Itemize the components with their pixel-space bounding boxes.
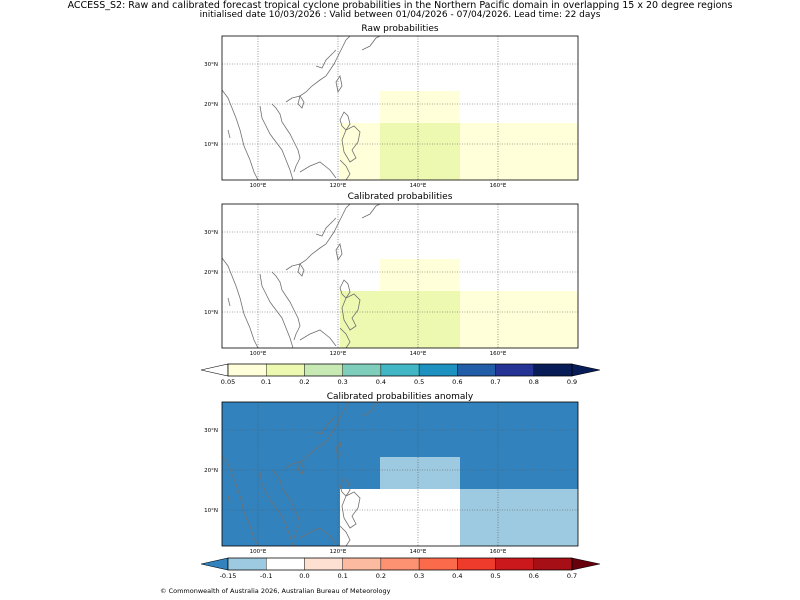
- prob-region: [380, 123, 460, 180]
- colorbar-label: 0.2: [376, 572, 386, 580]
- colorbar-over-arrow: [571, 557, 601, 571]
- lon-label: 100°E: [250, 183, 267, 189]
- coastline: [222, 204, 381, 348]
- lon-label: 100°E: [250, 549, 267, 555]
- colorbar-over-arrow: [571, 363, 601, 377]
- colorbar-label: 0.3: [414, 572, 424, 580]
- anomaly-colorbar: -0.15 -0.1 0.0 0.1 0.2 0.3 0.4 0.5 0.6 0.7: [200, 557, 601, 580]
- gridlines: [222, 204, 578, 348]
- lon-label: 140°E: [410, 549, 427, 555]
- colorbar-label: 0.05: [221, 378, 235, 386]
- prob-region: [460, 123, 578, 180]
- colorbar-cell: [418, 363, 458, 377]
- lat-label: 10°N: [204, 142, 218, 148]
- lon-label: 100°E: [250, 351, 267, 357]
- figure-title-line2: initialised date 10/03/2026 : Valid betw…: [199, 10, 601, 20]
- panel-title-raw: Raw probabilities: [361, 24, 439, 34]
- colorbar-cell: [533, 557, 573, 571]
- lat-label: 20°N: [204, 468, 218, 474]
- axis-labels-raw: 100°E 120°E 140°E 160°E 30°N 20°N 10°N: [204, 62, 507, 189]
- colorbar-label: 0.6: [452, 378, 462, 386]
- map-frame: [221, 35, 579, 181]
- prob-region: [380, 91, 460, 123]
- coastline: [222, 402, 381, 546]
- colorbar-cell: [342, 557, 382, 571]
- colorbar-label: 0.0: [299, 572, 309, 580]
- lon-label: 120°E: [330, 549, 347, 555]
- colorbar-cell: [304, 557, 343, 571]
- lat-label: 20°N: [204, 102, 218, 108]
- colorbar-label: 0.9: [567, 378, 577, 386]
- colorbar-cell: [495, 557, 534, 571]
- colorbar-label: 0.4: [376, 378, 386, 386]
- colorbar-label: 0.8: [529, 378, 539, 386]
- colorbar-cell: [533, 363, 573, 377]
- colorbar-cell: [227, 363, 267, 377]
- lat-label: 30°N: [204, 62, 218, 68]
- figure-title-line1: ACCESS_S2: Raw and calibrated forecast t…: [67, 0, 733, 11]
- colorbar-cell: [227, 557, 267, 571]
- colorbar-label: 0.3: [337, 378, 347, 386]
- colorbar-cell: [266, 557, 305, 571]
- colorbar-label: 0.1: [261, 378, 271, 386]
- lat-label: 20°N: [204, 270, 218, 276]
- copyright-footer: © Commonwealth of Australia 2026, Austra…: [160, 587, 391, 595]
- panel-title-anomaly: Calibrated probabilities anomaly: [326, 392, 474, 402]
- anomaly-map: [221, 401, 579, 547]
- colorbar-cell: [457, 557, 496, 571]
- lon-label: 140°E: [410, 183, 427, 189]
- colorbar-cell: [418, 557, 458, 571]
- lat-label: 30°N: [204, 428, 218, 434]
- colorbar-label: 0.5: [414, 378, 424, 386]
- colorbar-cell: [495, 363, 534, 377]
- probability-colorbar: 0.05 0.1 0.2 0.3 0.4 0.5 0.6 0.7 0.8 0.9: [200, 363, 601, 386]
- map-frame: [221, 203, 579, 349]
- colorbar-cell: [380, 557, 420, 571]
- colorbar-label: 0.7: [490, 378, 500, 386]
- lon-label: 160°E: [490, 549, 507, 555]
- lon-label: 140°E: [410, 351, 427, 357]
- colorbar-label: -0.15: [220, 572, 237, 580]
- colorbar-cell: [304, 363, 343, 377]
- map-frame: [221, 401, 579, 547]
- lat-label: 10°N: [204, 508, 218, 514]
- lat-label: 30°N: [204, 230, 218, 236]
- anom-region: [340, 489, 460, 546]
- colorbar-label: 0.2: [299, 378, 309, 386]
- prob-region: [460, 291, 578, 348]
- prob-region: [380, 259, 460, 291]
- lon-label: 160°E: [490, 351, 507, 357]
- prob-region: [380, 291, 460, 348]
- colorbar-label: -0.1: [260, 572, 273, 580]
- colorbar-under-arrow: [200, 557, 229, 571]
- gridlines: [222, 402, 578, 546]
- coastline: [222, 36, 381, 180]
- colorbar-label: 0.7: [567, 572, 577, 580]
- colorbar-cell: [457, 363, 496, 377]
- colorbar-under-arrow: [200, 363, 229, 377]
- lon-label: 120°E: [330, 183, 347, 189]
- colorbar-label: 0.4: [452, 572, 462, 580]
- raw-probabilities-map: [221, 35, 579, 181]
- gridlines: [222, 36, 578, 180]
- axis-labels-calibrated: 100°E 120°E 140°E 160°E 30°N 20°N 10°N: [204, 230, 507, 357]
- colorbar-cell: [342, 363, 382, 377]
- anom-region: [460, 489, 578, 546]
- lat-label: 10°N: [204, 310, 218, 316]
- lon-label: 160°E: [490, 183, 507, 189]
- lon-label: 120°E: [330, 351, 347, 357]
- colorbar-cell: [266, 363, 305, 377]
- axis-labels-anomaly: 100°E 120°E 140°E 160°E 30°N 20°N 10°N: [204, 428, 507, 555]
- colorbar-cell: [380, 363, 420, 377]
- anom-region: [380, 457, 460, 489]
- colorbar-label: 0.6: [529, 572, 539, 580]
- colorbar-label: 0.5: [490, 572, 500, 580]
- calibrated-probabilities-map: [221, 203, 579, 349]
- panel-title-calibrated: Calibrated probabilities: [347, 192, 453, 202]
- colorbar-label: 0.1: [337, 572, 347, 580]
